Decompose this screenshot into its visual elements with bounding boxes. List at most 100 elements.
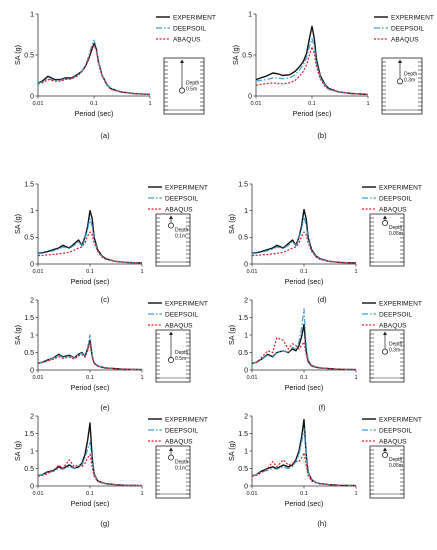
series-line-experiment	[251, 323, 357, 371]
x-tick-label: 0.01	[247, 375, 258, 381]
depth-label: Depth	[175, 460, 189, 466]
depth-value: 0.5m	[175, 356, 186, 362]
legend-label-abaqus: ABAQUS	[173, 37, 201, 44]
x-tick-label: 0.01	[33, 269, 44, 275]
legend-label-abaqus: ABAQUS	[379, 439, 407, 446]
y-tick-label: 0.5	[24, 52, 34, 59]
sensor-marker	[396, 78, 403, 85]
y-axis-title: SA (g)	[231, 45, 240, 65]
legend-label-experiment: EXPERIMENT	[379, 417, 422, 424]
series-line-experiment	[255, 25, 369, 96]
series-line-abaqus	[252, 231, 357, 264]
container-box	[155, 329, 191, 383]
y-tick-label: 0.5	[24, 235, 34, 242]
y-tick-label: 1	[248, 11, 252, 18]
x-tick-label: 1	[140, 375, 143, 381]
legend-label-abaqus: ABAQUS	[165, 439, 193, 446]
series-line-deepsoil	[251, 216, 357, 264]
legend-label-deepsoil: DEEPSOIL	[173, 26, 206, 33]
sensor-marker	[167, 357, 174, 364]
x-tick-label: 0.01	[247, 491, 258, 497]
depth-arrow-head	[383, 447, 387, 451]
x-tick-label: 0.01	[33, 491, 44, 497]
y-tick-label: 0.5	[24, 350, 34, 357]
y-tick-label: 2	[244, 413, 248, 420]
depth-label: Depth	[389, 225, 403, 231]
series-line-abaqus	[37, 453, 143, 487]
y-tick-label: 1.5	[24, 181, 34, 188]
y-axis-title: SA (g)	[13, 441, 22, 461]
depth-label: Depth	[404, 71, 418, 77]
panel-caption: (h)	[317, 519, 327, 528]
depth-value: 0.3m	[404, 77, 415, 83]
series-line-abaqus	[37, 44, 151, 95]
series-line-deepsoil	[251, 427, 357, 487]
sensor-marker	[167, 222, 174, 229]
sensor-marker	[381, 220, 388, 227]
chart-panel: 0 0.5 1 1.5 2 0.01 0.1 1 Period (sec) SA (g) EXPER…	[13, 413, 208, 528]
panel-caption: (c)	[101, 295, 110, 304]
depth-label: Depth	[389, 342, 403, 348]
x-tick-label: 1	[140, 491, 143, 497]
legend-label-deepsoil: DEEPSOIL	[379, 312, 412, 319]
container-box	[381, 57, 423, 115]
legend-label-experiment: EXPERIMENT	[165, 301, 208, 308]
x-tick-label: 1	[148, 101, 151, 107]
x-tick-label: 0.01	[33, 101, 44, 107]
y-axis-title: SA (g)	[13, 325, 22, 345]
y-tick-label: 1	[244, 208, 248, 215]
depth-label: Depth	[175, 228, 189, 234]
y-tick-label: 0.5	[242, 52, 252, 59]
x-tick-label: 1	[354, 375, 357, 381]
series-line-abaqus	[38, 231, 143, 264]
x-tick-label: 0.1	[308, 101, 316, 107]
x-tick-label: 1	[354, 269, 357, 275]
y-tick-label: 0.5	[238, 350, 248, 357]
series-line-abaqus	[251, 452, 357, 487]
depth-value: 0.3m	[389, 348, 400, 354]
sensor-marker	[381, 452, 388, 459]
container-box	[155, 213, 191, 267]
x-tick-label: 0.1	[300, 375, 308, 381]
y-tick-label: 1	[30, 332, 34, 339]
container-box	[369, 329, 405, 383]
legend-label-abaqus: ABAQUS	[379, 207, 407, 214]
chart-panel: 0 0.5 1 1.5 2 0.01 0.1 1 Period (sec) SA (g) EXPER…	[13, 297, 208, 412]
depth-arrow-head	[180, 59, 184, 63]
panel-caption: (f)	[318, 403, 326, 412]
depth-label: Depth	[186, 81, 200, 87]
depth-value: 0.05m	[389, 463, 403, 469]
depth-label: Depth	[175, 350, 189, 356]
y-tick-label: 0.5	[238, 235, 248, 242]
legend-label-deepsoil: DEEPSOIL	[165, 312, 198, 319]
legend-label-deepsoil: DEEPSOIL	[379, 428, 412, 435]
y-tick-label: 0.5	[238, 466, 248, 473]
y-tick-label: 1	[244, 448, 248, 455]
y-tick-label: 1.5	[238, 315, 248, 322]
y-tick-label: 1.5	[24, 431, 34, 438]
legend-label-experiment: EXPERIMENT	[173, 15, 216, 22]
y-tick-label: 1.5	[238, 431, 248, 438]
legend-label-deepsoil: DEEPSOIL	[165, 196, 198, 203]
legend-label-abaqus: ABAQUS	[391, 37, 419, 44]
x-axis-title: Period (sec)	[71, 277, 110, 286]
y-axis-title: SA (g)	[227, 441, 236, 461]
panel-caption: (e)	[100, 403, 110, 412]
x-tick-label: 0.1	[86, 491, 94, 497]
x-axis-title: Period (sec)	[75, 109, 114, 118]
x-tick-label: 0.1	[86, 269, 94, 275]
series-line-deepsoil	[37, 218, 143, 264]
chart-panel: 0 0.5 1 1.5 0.01 0.1 1 Period (sec) SA (g) EXPERI…	[13, 181, 208, 304]
x-axis-title: Period (sec)	[71, 499, 110, 508]
y-tick-label: 0	[30, 261, 34, 268]
y-tick-label: 0.5	[24, 466, 34, 473]
legend-label-experiment: EXPERIMENT	[379, 301, 422, 308]
legend-label-abaqus: ABAQUS	[165, 323, 193, 330]
y-axis-title: SA (g)	[13, 214, 22, 234]
